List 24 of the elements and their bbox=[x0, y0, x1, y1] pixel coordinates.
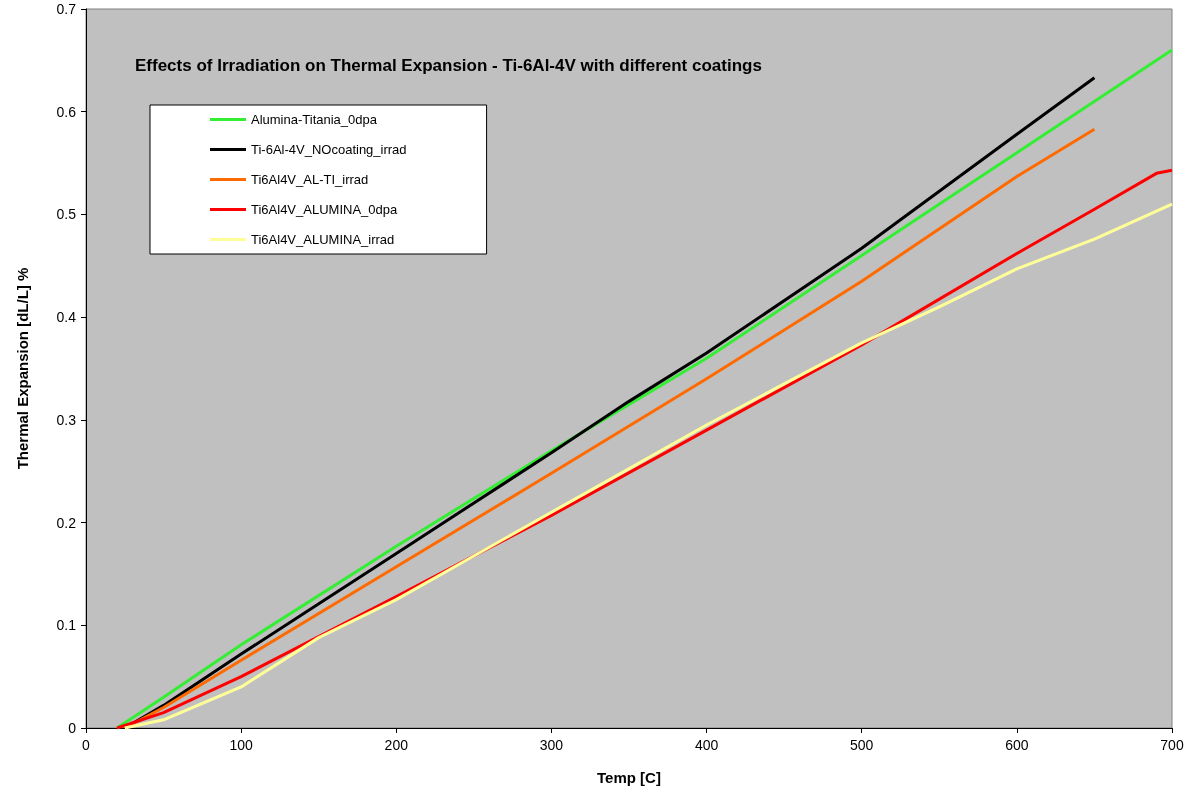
x-tick-label: 100 bbox=[229, 737, 254, 753]
legend-label: Ti6Al4V_AL-TI_irrad bbox=[251, 172, 369, 187]
y-tick-label: 0.1 bbox=[56, 617, 77, 634]
x-tick-label: 700 bbox=[1160, 737, 1184, 753]
x-tick-label: 400 bbox=[694, 737, 719, 753]
legend-label: Ti-6Al-4V_NOcoating_irrad bbox=[251, 142, 407, 157]
x-tick-label: 600 bbox=[1005, 737, 1029, 753]
legend-label: Ti6Al4V_ALUMINA_irrad bbox=[251, 232, 395, 247]
y-tick-label: 0 bbox=[68, 720, 77, 736]
legend-label: Alumina-Titania_0dpa bbox=[251, 112, 378, 127]
y-tick-label: 0.5 bbox=[56, 206, 77, 223]
legend-label: Ti6Al4V_ALUMINA_0dpa bbox=[251, 202, 398, 217]
y-tick-label: 0.6 bbox=[56, 103, 77, 120]
x-tick-label: 0 bbox=[82, 737, 91, 753]
y-axis-title: Thermal Expansion [dL/L] % bbox=[14, 267, 31, 470]
x-tick-label: 500 bbox=[850, 737, 874, 753]
x-tick-label: 300 bbox=[539, 737, 564, 753]
y-tick-label: 0.2 bbox=[56, 514, 77, 531]
x-axis-title: Temp [C] bbox=[597, 769, 661, 786]
y-tick-label: 0.4 bbox=[56, 309, 77, 326]
y-tick-label: 0.7 bbox=[56, 1, 77, 17]
y-tick-label: 0.3 bbox=[56, 411, 77, 428]
x-tick-label: 200 bbox=[384, 737, 409, 753]
text: Effects of Irradiation on Thermal Expansion - Ti-6Al-4V with different coatings bbox=[135, 56, 762, 75]
